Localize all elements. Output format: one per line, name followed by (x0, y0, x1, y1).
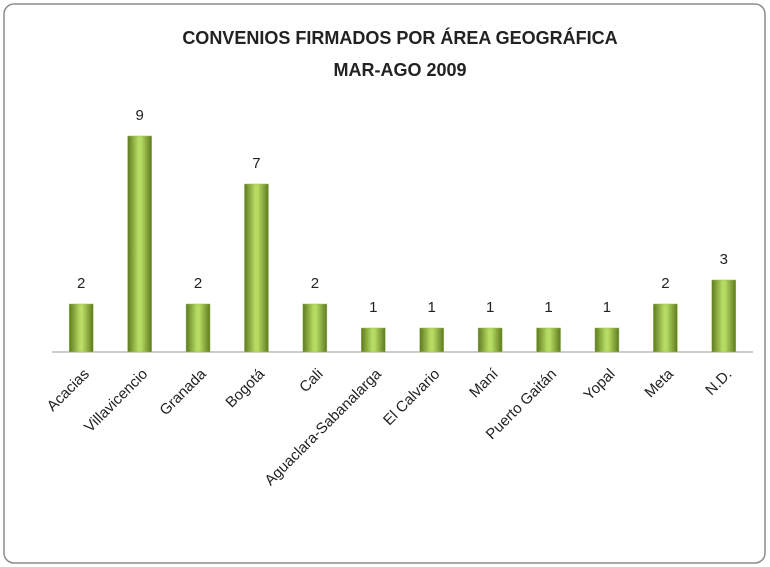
data-label: 2 (311, 275, 319, 292)
bar (302, 303, 328, 353)
bar (244, 183, 269, 353)
bar (536, 327, 561, 353)
bar (477, 327, 503, 353)
bar (419, 327, 444, 353)
data-label: 1 (369, 299, 377, 316)
chart-border (3, 3, 766, 564)
data-label: 1 (603, 299, 611, 316)
bar (361, 327, 386, 353)
bar (127, 135, 152, 353)
data-label: 1 (544, 299, 552, 316)
data-label: 2 (194, 275, 202, 292)
bar (653, 303, 678, 353)
data-label: 9 (135, 107, 143, 124)
chart-title: CONVENIOS FIRMADOS POR ÁREA GEOGRÁFICA (182, 27, 617, 48)
data-label: 3 (720, 251, 728, 268)
bar (594, 327, 620, 353)
chart-subtitle: MAR-AGO 2009 (333, 60, 466, 80)
bar (711, 279, 737, 353)
bar (68, 303, 94, 353)
data-label: 1 (428, 299, 436, 316)
bar (185, 303, 211, 353)
data-label: 7 (252, 155, 260, 172)
data-label: 2 (661, 275, 669, 292)
data-label: 2 (77, 275, 85, 292)
data-label: 1 (486, 299, 494, 316)
